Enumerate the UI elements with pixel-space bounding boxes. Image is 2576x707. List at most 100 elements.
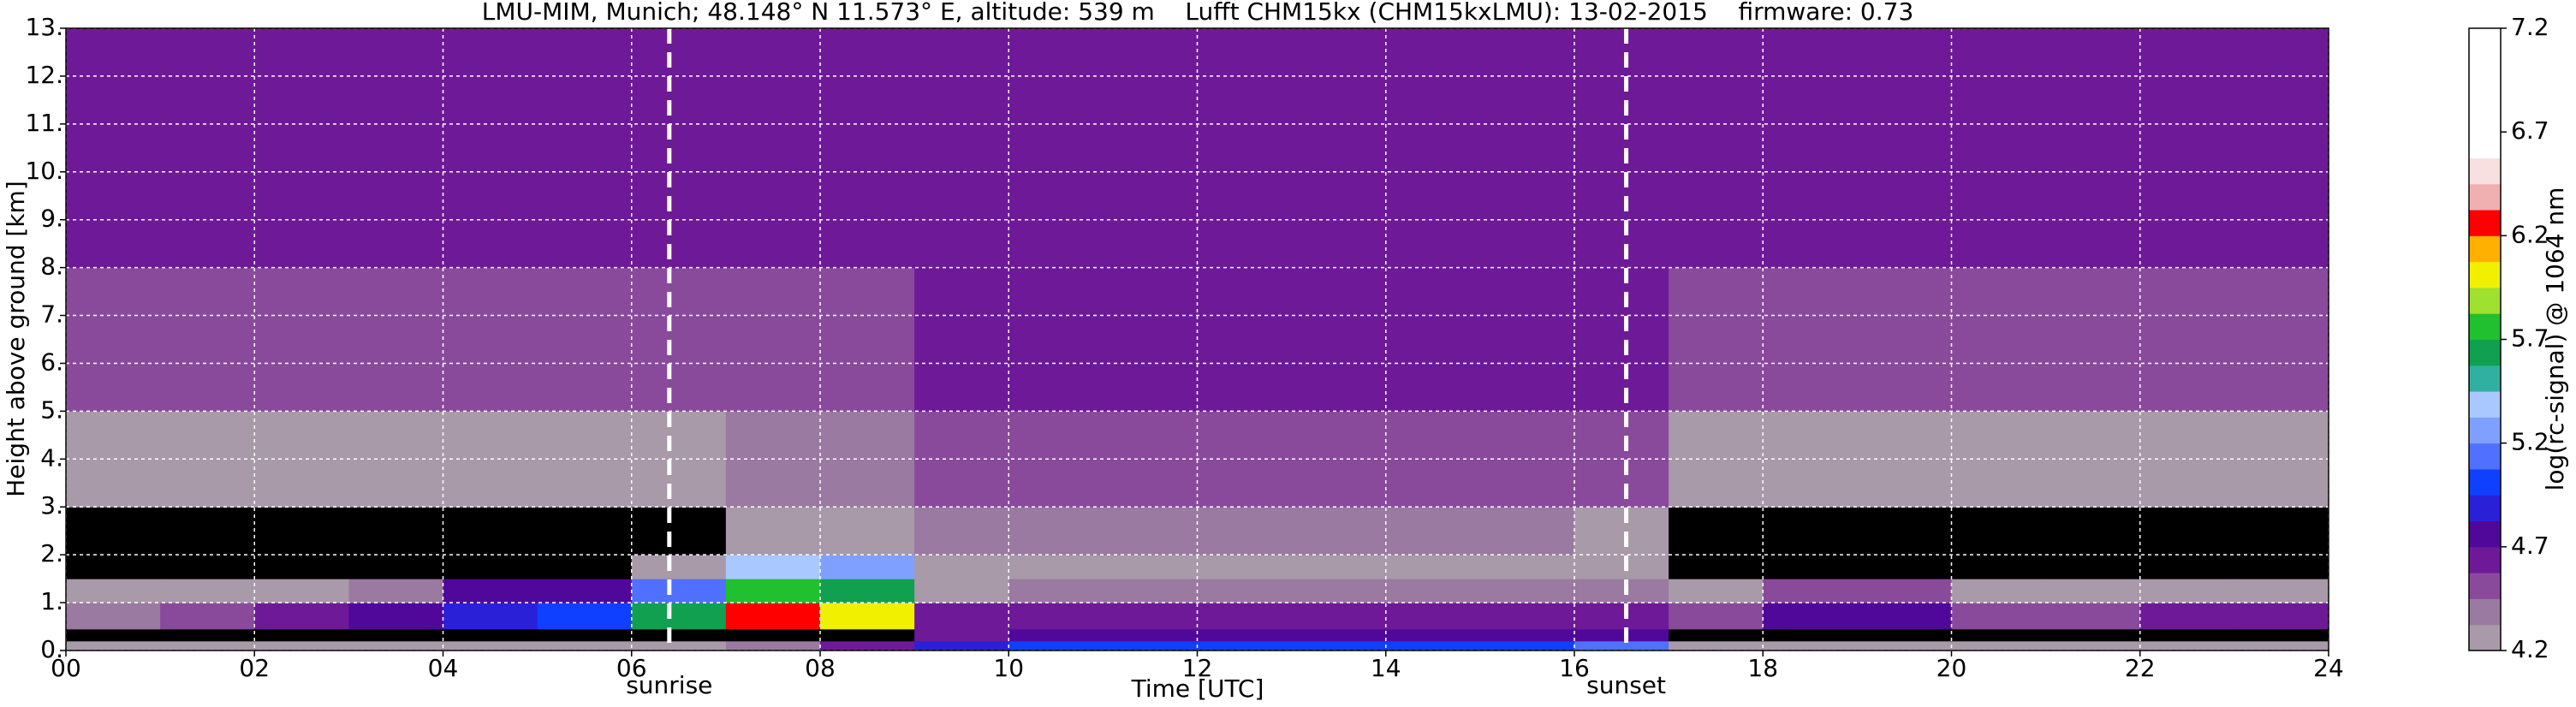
colorbar-band bbox=[2469, 365, 2501, 392]
heatmap-cell bbox=[2045, 628, 2141, 642]
heatmap-cell bbox=[1291, 28, 1387, 269]
heatmap-cell bbox=[348, 28, 443, 269]
heatmap-cell bbox=[725, 28, 821, 269]
colorbar-band bbox=[2469, 183, 2501, 211]
heatmap-cell bbox=[1574, 555, 1669, 579]
heatmap-cell bbox=[2234, 579, 2329, 603]
heatmap-cell bbox=[160, 411, 255, 508]
heatmap-cell bbox=[1857, 507, 1952, 556]
heatmap-cell bbox=[631, 579, 727, 603]
heatmap-cell bbox=[914, 579, 1009, 603]
heatmap-cell bbox=[160, 628, 255, 642]
heatmap-cell bbox=[914, 628, 1009, 642]
heatmap-cell bbox=[1857, 640, 1952, 651]
heatmap-cell bbox=[443, 507, 538, 556]
heatmap-cell bbox=[160, 555, 255, 579]
heatmap-cell bbox=[631, 640, 727, 651]
heatmap-cell bbox=[537, 267, 633, 412]
heatmap-cell bbox=[66, 628, 161, 642]
heatmap-cell bbox=[443, 267, 538, 412]
x-tick-label: 10 bbox=[993, 654, 1024, 682]
x-tick-label: 00 bbox=[51, 654, 81, 682]
heatmap-cell bbox=[1008, 267, 1104, 412]
y-tick-label: 1. bbox=[40, 587, 63, 615]
heatmap-cell bbox=[1857, 603, 1952, 630]
heatmap-cell bbox=[2045, 640, 2141, 651]
heatmap-cell bbox=[914, 555, 1009, 579]
heatmap-cell bbox=[348, 267, 443, 412]
heatmap-cell bbox=[1008, 507, 1104, 556]
colorbar-tick-label: 4.7 bbox=[2511, 532, 2549, 560]
heatmap-cell bbox=[1008, 603, 1104, 630]
heatmap-cell bbox=[66, 640, 161, 651]
heatmap-cell bbox=[1385, 507, 1481, 556]
heatmap-cell bbox=[160, 507, 255, 556]
annotation-label: sunset bbox=[1586, 671, 1666, 699]
heatmap-cell bbox=[1008, 640, 1104, 651]
heatmap-cell bbox=[443, 640, 538, 651]
heatmap-cell bbox=[348, 555, 443, 579]
colorbar-band bbox=[2469, 339, 2501, 366]
heatmap-cell bbox=[348, 579, 443, 603]
heatmap-cell bbox=[725, 603, 821, 630]
colorbar-band bbox=[2469, 573, 2501, 599]
colorbar-band bbox=[2469, 520, 2501, 548]
heatmap-cell bbox=[2139, 507, 2235, 556]
heatmap-cell bbox=[348, 507, 443, 556]
heatmap-cell bbox=[1291, 628, 1387, 642]
heatmap-cell bbox=[2139, 579, 2235, 603]
y-tick-label: 2. bbox=[40, 539, 63, 567]
heatmap-cell bbox=[1951, 555, 2047, 579]
heatmap-cell bbox=[1951, 267, 2047, 412]
heatmap-cell bbox=[914, 28, 1009, 269]
heatmap-cell bbox=[2139, 267, 2235, 412]
heatmap-cell bbox=[1385, 555, 1481, 579]
heatmap-cell bbox=[1008, 555, 1104, 579]
x-axis-label: Time [UTC] bbox=[1131, 674, 1264, 703]
heatmap-cell bbox=[1291, 640, 1387, 651]
heatmap-cell bbox=[254, 603, 349, 630]
heatmap-cell bbox=[537, 603, 633, 630]
heatmap-cell bbox=[1951, 640, 2047, 651]
heatmap-cell bbox=[1479, 507, 1575, 556]
heatmap-cell bbox=[2234, 603, 2329, 630]
colorbar-label: log(rc-signal) @ 1064 nm bbox=[2541, 187, 2569, 491]
colorbar-band bbox=[2469, 132, 2501, 158]
heatmap-cell bbox=[914, 640, 1009, 651]
colorbar-band bbox=[2469, 287, 2501, 314]
heatmap-cell bbox=[1763, 555, 1858, 579]
x-tick-label: 02 bbox=[239, 654, 270, 682]
heatmap-cell bbox=[348, 640, 443, 651]
heatmap-cell bbox=[1763, 507, 1858, 556]
heatmap-cell bbox=[1103, 267, 1198, 412]
colorbar-band bbox=[2469, 80, 2501, 107]
heatmap-cell bbox=[160, 579, 255, 603]
y-tick-label: 11. bbox=[25, 109, 63, 137]
x-tick-label: 08 bbox=[805, 654, 836, 682]
heatmap-cell bbox=[1669, 267, 1764, 412]
heatmap-cell bbox=[1951, 28, 2047, 269]
heatmap-cell bbox=[1857, 579, 1952, 603]
heatmap-cell bbox=[1103, 507, 1198, 556]
heatmap-cell bbox=[1574, 579, 1669, 603]
heatmap-cell bbox=[1857, 28, 1952, 269]
heatmap-cell bbox=[2139, 411, 2235, 508]
heatmap-cell bbox=[1669, 628, 1764, 642]
heatmap-cell bbox=[914, 411, 1009, 508]
heatmap-cell bbox=[820, 28, 915, 269]
heatmap-cell bbox=[1197, 603, 1293, 630]
heatmap-cell bbox=[1574, 628, 1669, 642]
heatmap-cell bbox=[725, 507, 821, 556]
x-tick-label: 16 bbox=[1559, 654, 1590, 682]
heatmap-cell bbox=[2234, 555, 2329, 579]
colorbar-tick-label: 5.2 bbox=[2511, 428, 2549, 456]
heatmap-cell bbox=[1479, 28, 1575, 269]
colorbar-band bbox=[2469, 105, 2501, 133]
heatmap-cell bbox=[1197, 267, 1293, 412]
heatmap-cell bbox=[254, 28, 349, 269]
heatmap-cell bbox=[254, 507, 349, 556]
colorbar-tick-label: 6.7 bbox=[2511, 116, 2549, 145]
heatmap-cell bbox=[66, 603, 161, 630]
